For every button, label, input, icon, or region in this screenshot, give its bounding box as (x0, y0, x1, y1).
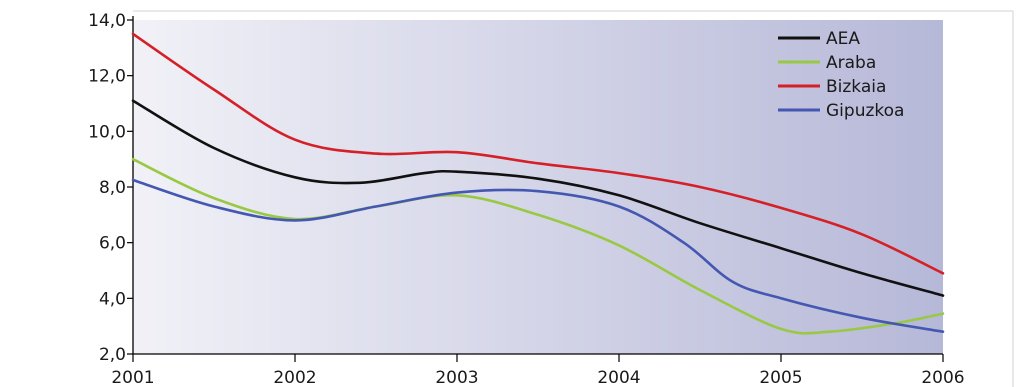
y-tick-label: 6,0 (99, 234, 126, 254)
series-line-bizkaia (131, 32, 945, 275)
series-line-gipuzkoa (131, 178, 945, 333)
x-tick-label: 2004 (597, 368, 640, 387)
x-tick-label: 2001 (111, 368, 154, 387)
x-axis: 2001 2002 2003 2004 2005 2006 (111, 353, 965, 387)
x-tick-label: 2005 (759, 368, 802, 387)
y-tick-label: 12,0 (88, 67, 126, 87)
x-tick-label: 2003 (435, 368, 478, 387)
y-tick-label: 10,0 (88, 122, 126, 142)
legend: AEA Araba Bizkaia Gipuzkoa (778, 29, 904, 121)
series-line-aea (131, 99, 945, 297)
x-tick-label: 2006 (921, 368, 964, 387)
y-tick-label: 8,0 (99, 178, 126, 198)
y-tick-label: 4,0 (99, 289, 126, 309)
legend-label-aea: AEA (826, 29, 860, 49)
series-line-araba (131, 157, 945, 335)
legend-label-araba: Araba (826, 53, 876, 73)
legend-label-gipuzkoa: Gipuzkoa (826, 101, 904, 121)
y-axis: 2,0 4,0 6,0 8,0 10,0 12,0 14,0 (88, 11, 134, 365)
legend-label-bizkaia: Bizkaia (826, 77, 886, 97)
series-lines (131, 32, 945, 335)
y-tick-label: 2,0 (99, 345, 126, 365)
x-tick-label: 2002 (273, 368, 316, 387)
y-tick-label: 14,0 (88, 11, 126, 31)
plot-area (133, 20, 943, 354)
